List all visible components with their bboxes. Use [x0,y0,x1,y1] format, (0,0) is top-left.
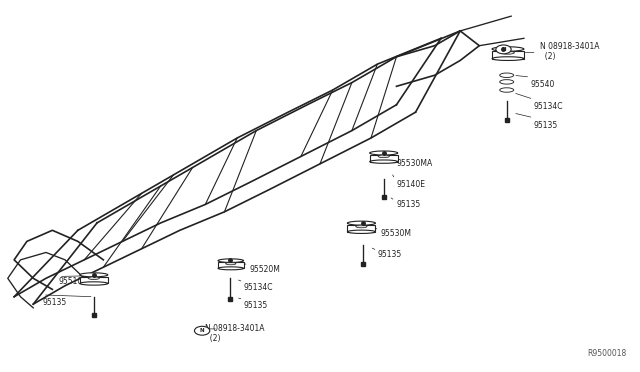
Text: 95135: 95135 [396,200,420,209]
Text: 95135: 95135 [378,250,402,259]
Text: 95510M: 95510M [59,278,90,286]
Polygon shape [348,225,376,232]
Text: N 08918-3401A
  (2): N 08918-3401A (2) [540,42,599,61]
Ellipse shape [218,267,244,270]
Polygon shape [80,277,108,283]
Ellipse shape [348,230,376,234]
Ellipse shape [80,282,108,285]
Text: 95530M: 95530M [381,230,412,238]
Text: R9500018: R9500018 [588,350,627,359]
Ellipse shape [502,51,515,54]
Polygon shape [492,51,524,59]
Ellipse shape [348,221,376,225]
Text: 95135: 95135 [534,121,557,129]
Ellipse shape [492,47,524,51]
Text: 95135: 95135 [43,298,67,307]
Ellipse shape [218,259,244,262]
Text: 95134C: 95134C [534,102,563,111]
Ellipse shape [80,273,108,277]
Polygon shape [218,262,244,268]
Ellipse shape [492,57,524,61]
Polygon shape [370,155,397,161]
Text: 95140E: 95140E [396,180,426,189]
Ellipse shape [500,88,514,92]
Text: 95540: 95540 [531,80,555,89]
Text: 95135: 95135 [244,301,268,311]
Ellipse shape [356,225,367,228]
Circle shape [496,45,511,54]
Ellipse shape [500,73,514,77]
Ellipse shape [500,80,514,84]
Circle shape [195,326,210,335]
Text: 95134C: 95134C [244,283,273,292]
Ellipse shape [370,160,397,163]
Text: N: N [501,47,506,52]
Ellipse shape [226,262,236,265]
Text: 95520M: 95520M [250,264,281,273]
Text: N: N [200,328,204,333]
Text: 95530MA: 95530MA [396,159,433,169]
Ellipse shape [378,155,389,158]
Text: N 08918-3401A
  (2): N 08918-3401A (2) [205,324,265,343]
Ellipse shape [88,277,99,279]
Ellipse shape [370,151,397,155]
